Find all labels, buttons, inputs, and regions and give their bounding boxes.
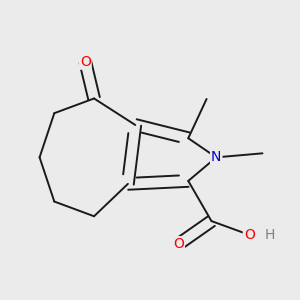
Text: O: O — [173, 237, 184, 251]
Text: N: N — [211, 150, 221, 164]
Text: H: H — [265, 228, 275, 242]
Text: O: O — [80, 55, 91, 69]
Text: O: O — [244, 228, 255, 242]
